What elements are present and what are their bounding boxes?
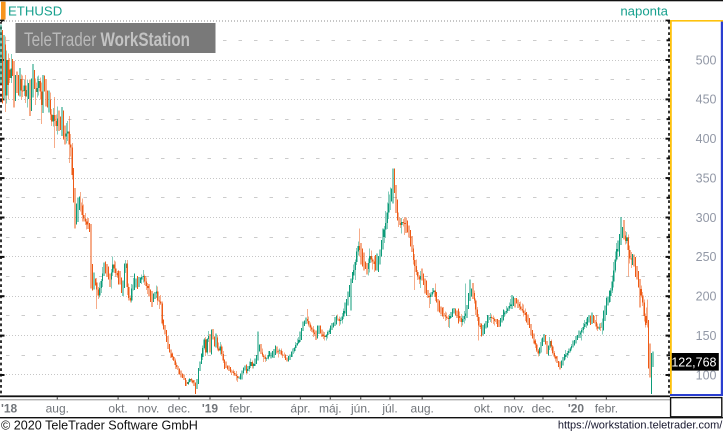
svg-text:nov.: nov.	[138, 402, 160, 416]
svg-text:ápr.: ápr.	[290, 402, 310, 416]
svg-text:122,768: 122,768	[671, 356, 716, 370]
svg-text:febr.: febr.	[595, 402, 618, 416]
svg-text:nov.: nov.	[504, 402, 526, 416]
svg-text:https://workstation.teletrader: https://workstation.teletrader.com/	[558, 419, 723, 431]
svg-text:100: 100	[696, 368, 717, 382]
svg-text:200: 200	[696, 290, 717, 304]
svg-text:máj.: máj.	[319, 402, 342, 416]
svg-text:aug.: aug.	[411, 402, 434, 416]
svg-text:'18: '18	[1, 402, 18, 416]
svg-text:'20: '20	[568, 402, 585, 416]
svg-text:© 2020 TeleTrader Software Gmb: © 2020 TeleTrader Software GmbH	[1, 419, 198, 433]
svg-text:okt.: okt.	[474, 402, 493, 416]
svg-text:okt.: okt.	[108, 402, 127, 416]
svg-text:aug.: aug.	[46, 402, 69, 416]
svg-text:júl.: júl.	[381, 402, 397, 416]
svg-text:dec.: dec.	[168, 402, 191, 416]
svg-text:ETHUSD: ETHUSD	[8, 4, 62, 19]
svg-text:500: 500	[696, 53, 717, 67]
svg-text:450: 450	[696, 93, 717, 107]
svg-text:400: 400	[696, 132, 717, 146]
svg-text:350: 350	[696, 171, 717, 185]
svg-text:300: 300	[696, 211, 717, 225]
svg-text:jún.: jún.	[350, 402, 370, 416]
svg-text:febr.: febr.	[229, 402, 252, 416]
svg-text:naponta: naponta	[620, 4, 668, 19]
svg-text:150: 150	[696, 329, 717, 343]
svg-text:dec.: dec.	[532, 402, 555, 416]
svg-text:'19: '19	[202, 402, 219, 416]
svg-text:TeleTrader WorkStation: TeleTrader WorkStation	[24, 30, 190, 51]
svg-text:250: 250	[696, 250, 717, 264]
